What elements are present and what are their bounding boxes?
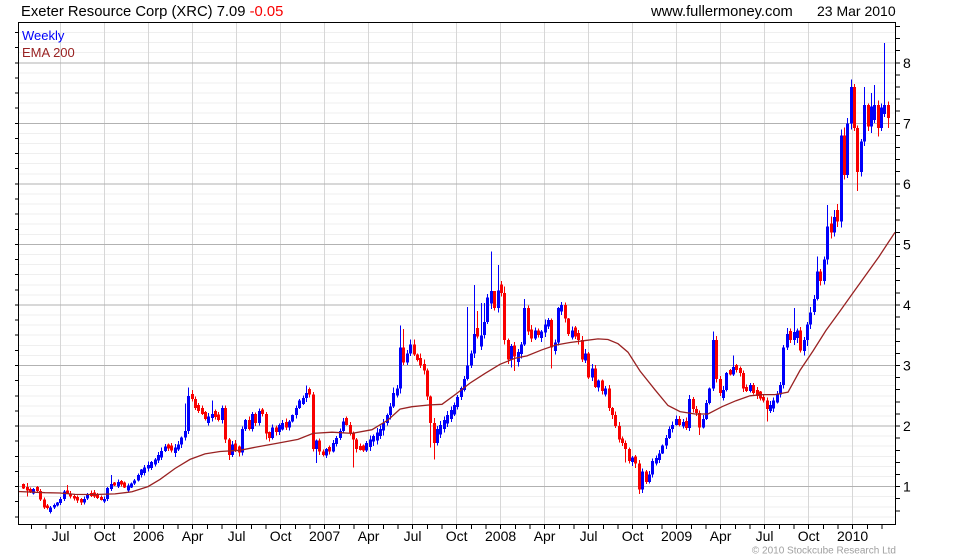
- svg-text:Oct: Oct: [446, 528, 468, 544]
- svg-text:2009: 2009: [661, 528, 692, 544]
- svg-text:Jul: Jul: [52, 528, 70, 544]
- svg-text:6: 6: [903, 176, 911, 192]
- svg-text:8: 8: [903, 55, 911, 71]
- svg-text:Apr: Apr: [358, 528, 380, 544]
- svg-text:2: 2: [903, 418, 911, 434]
- svg-text:2007: 2007: [309, 528, 340, 544]
- svg-text:www.fullermoney.com: www.fullermoney.com: [650, 4, 793, 20]
- svg-text:4: 4: [903, 297, 911, 313]
- svg-text:Jul: Jul: [228, 528, 246, 544]
- svg-text:2006: 2006: [133, 528, 164, 544]
- svg-text:Apr: Apr: [710, 528, 732, 544]
- svg-text:EMA 200: EMA 200: [22, 45, 75, 60]
- svg-text:Oct: Oct: [798, 528, 820, 544]
- svg-text:Weekly: Weekly: [22, 28, 65, 43]
- svg-text:Jul: Jul: [580, 528, 598, 544]
- svg-text:2010: 2010: [837, 528, 868, 544]
- svg-text:© 2010 Stockcube Research Ltd: © 2010 Stockcube Research Ltd: [752, 546, 896, 557]
- svg-text:Jul: Jul: [404, 528, 422, 544]
- svg-text:Jul: Jul: [756, 528, 774, 544]
- svg-text:Oct: Oct: [270, 528, 292, 544]
- svg-text:23 Mar 2010: 23 Mar 2010: [817, 3, 896, 19]
- svg-text:Oct: Oct: [622, 528, 644, 544]
- svg-text:2008: 2008: [485, 528, 516, 544]
- svg-text:5: 5: [903, 236, 911, 252]
- svg-text:Oct: Oct: [94, 528, 116, 544]
- svg-text:Apr: Apr: [182, 528, 204, 544]
- svg-text:7: 7: [903, 115, 911, 131]
- svg-text:Exeter Resource Corp (XRC) 7.0: Exeter Resource Corp (XRC) 7.09 -0.05: [21, 4, 283, 20]
- svg-text:3: 3: [903, 358, 911, 374]
- svg-text:1: 1: [903, 479, 911, 495]
- svg-text:Apr: Apr: [534, 528, 556, 544]
